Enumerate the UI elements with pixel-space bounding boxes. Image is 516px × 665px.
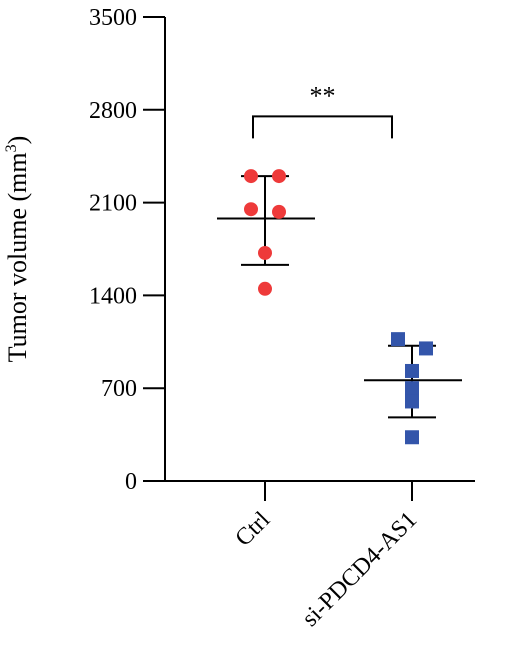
y-tick-label: 0 [125,469,137,495]
data-point [391,332,405,347]
y-axis-label-superscript: 3 [3,144,20,152]
y-tick-label: 1400 [89,283,137,309]
data-point [272,169,286,184]
y-tick-label: 700 [101,376,137,402]
y-ticks: 0 700 1400 2100 2800 3500 [89,5,165,495]
significance-label: ** [310,81,336,110]
x-tick-label: Ctrl [230,507,275,552]
significance-bracket [252,115,393,139]
y-axis-label-text: Tumor volume (mm [3,152,32,362]
y-axis-label-close: ) [3,136,32,145]
y-tick-label: 3500 [89,5,137,31]
y-tick-label: 2100 [89,191,137,217]
data-point [244,202,258,217]
data-point [405,430,419,445]
data-point [272,204,286,219]
data-point [405,381,419,396]
data-point [258,281,272,296]
significance-annotation: ** [252,81,393,139]
data-point [244,169,258,184]
x-tick-labels: Ctrl si-PDCD4-AS1 [230,481,422,632]
y-axis-label: Tumor volume (mm3) [3,136,32,363]
data-point [419,341,433,356]
axes [164,17,475,482]
data-point [258,245,272,260]
x-tick-label: si-PDCD4-AS1 [297,507,422,632]
data-point [405,363,419,378]
data-points [244,169,433,445]
data-point [405,394,419,409]
y-tick-label: 2800 [89,98,137,124]
